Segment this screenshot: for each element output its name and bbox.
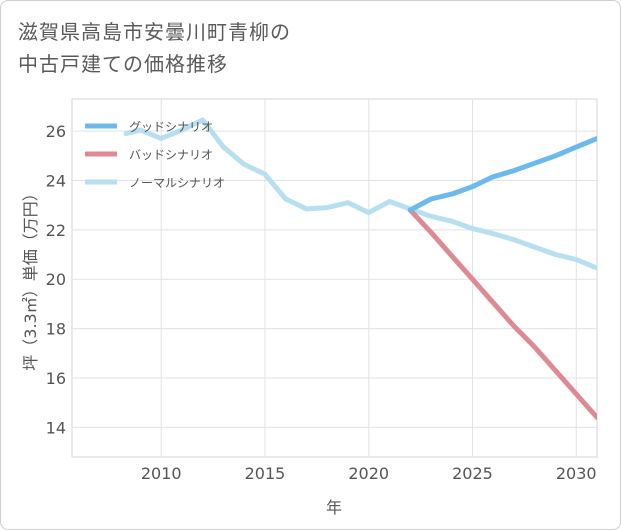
y-tick-label: 26: [46, 122, 66, 141]
y-tick-label: 20: [46, 270, 66, 289]
y-tick-label: 14: [46, 418, 66, 437]
y-tick-label: 24: [46, 171, 66, 190]
x-tick-label: 2010: [141, 464, 182, 483]
series-lines: [123, 117, 597, 420]
x-tick-label: 2015: [245, 464, 286, 483]
y-tick-label: 16: [46, 369, 66, 388]
legend-label-bad: バッドシナリオ: [129, 148, 213, 162]
y-axis-ticks: 14 16 18 20 22 24 26: [46, 122, 66, 437]
y-axis-title: 坪（3.3㎡）単価（万円）: [21, 185, 40, 370]
good-scenario-line: [407, 136, 597, 213]
grid-lines: [72, 99, 597, 457]
x-tick-label: 2030: [556, 464, 597, 483]
normal-scenario-line: [123, 117, 597, 271]
title-line-2: 中古戸建ての価格推移: [18, 52, 228, 76]
plot-area: [71, 98, 598, 458]
bad-scenario-line: [407, 207, 597, 420]
legend-label-good: グッドシナリオ: [129, 120, 213, 134]
chart-title: 滋賀県高島市安曇川町青柳の 中古戸建ての価格推移: [18, 16, 438, 80]
x-tick-label: 2025: [452, 464, 493, 483]
title-line-1: 滋賀県高島市安曇川町青柳の: [18, 20, 291, 44]
x-tick-label: 2020: [348, 464, 389, 483]
y-tick-label: 18: [46, 320, 66, 339]
legend-label-normal: ノーマルシナリオ: [129, 176, 225, 190]
x-axis-title: 年: [326, 498, 342, 517]
x-axis-ticks: 2010 2015 2020 2025 2030: [141, 464, 597, 483]
y-tick-label: 22: [46, 221, 66, 240]
